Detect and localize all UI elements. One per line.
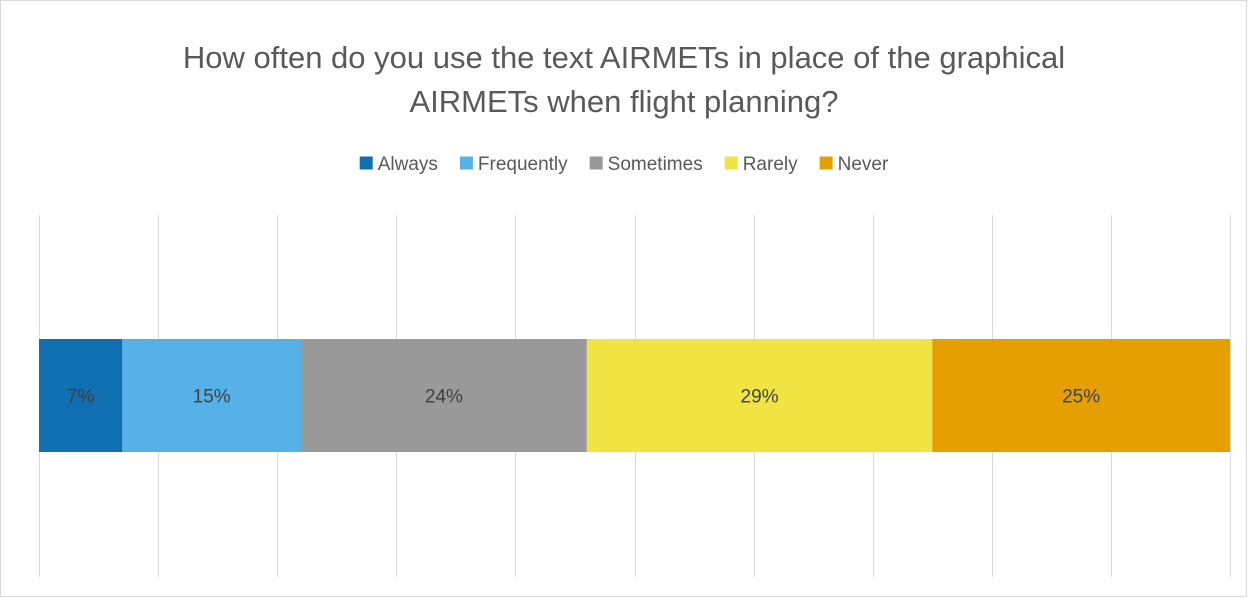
chart-title-line-2: AIRMETs when flight planning? <box>409 84 839 119</box>
chart-title-line-1: How often do you use the text AIRMETs in… <box>182 40 1066 75</box>
legend-label-sometimes: Sometimes <box>608 154 703 175</box>
legend-item-sometimes: Sometimes <box>589 154 703 175</box>
legend-swatch-sometimes <box>589 156 603 170</box>
data-label-rarely: 29% <box>741 387 779 408</box>
chart-legend: Always Frequently Sometimes Rarely Never <box>359 154 889 175</box>
bar-segments <box>39 339 1230 452</box>
legend-swatch-never <box>819 156 833 170</box>
data-labels: 7% 15% 24% 29% 25% <box>67 387 1100 408</box>
chart-title: How often do you use the text AIRMETs in… <box>0 36 1248 124</box>
legend-swatch-always <box>359 156 373 170</box>
legend-swatch-frequently <box>459 156 473 170</box>
legend-label-always: Always <box>378 154 438 175</box>
data-label-frequently: 15% <box>193 387 231 408</box>
data-label-sometimes: 24% <box>425 387 463 408</box>
legend-label-never: Never <box>838 154 889 175</box>
data-label-always: 7% <box>67 387 95 408</box>
data-label-never: 25% <box>1062 387 1100 408</box>
bar-segment-never <box>932 339 1230 452</box>
bar-segment-rarely <box>586 339 933 452</box>
legend-label-frequently: Frequently <box>478 154 568 175</box>
bar-segment-sometimes <box>301 339 587 452</box>
legend-swatch-rarely <box>724 156 738 170</box>
bar-segment-always <box>39 339 123 452</box>
legend-label-rarely: Rarely <box>743 154 798 175</box>
legend-item-always: Always <box>359 154 438 175</box>
legend-item-frequently: Frequently <box>459 154 568 175</box>
legend-item-rarely: Rarely <box>724 154 798 175</box>
bar-segment-frequently <box>122 339 302 452</box>
legend-item-never: Never <box>819 154 889 175</box>
